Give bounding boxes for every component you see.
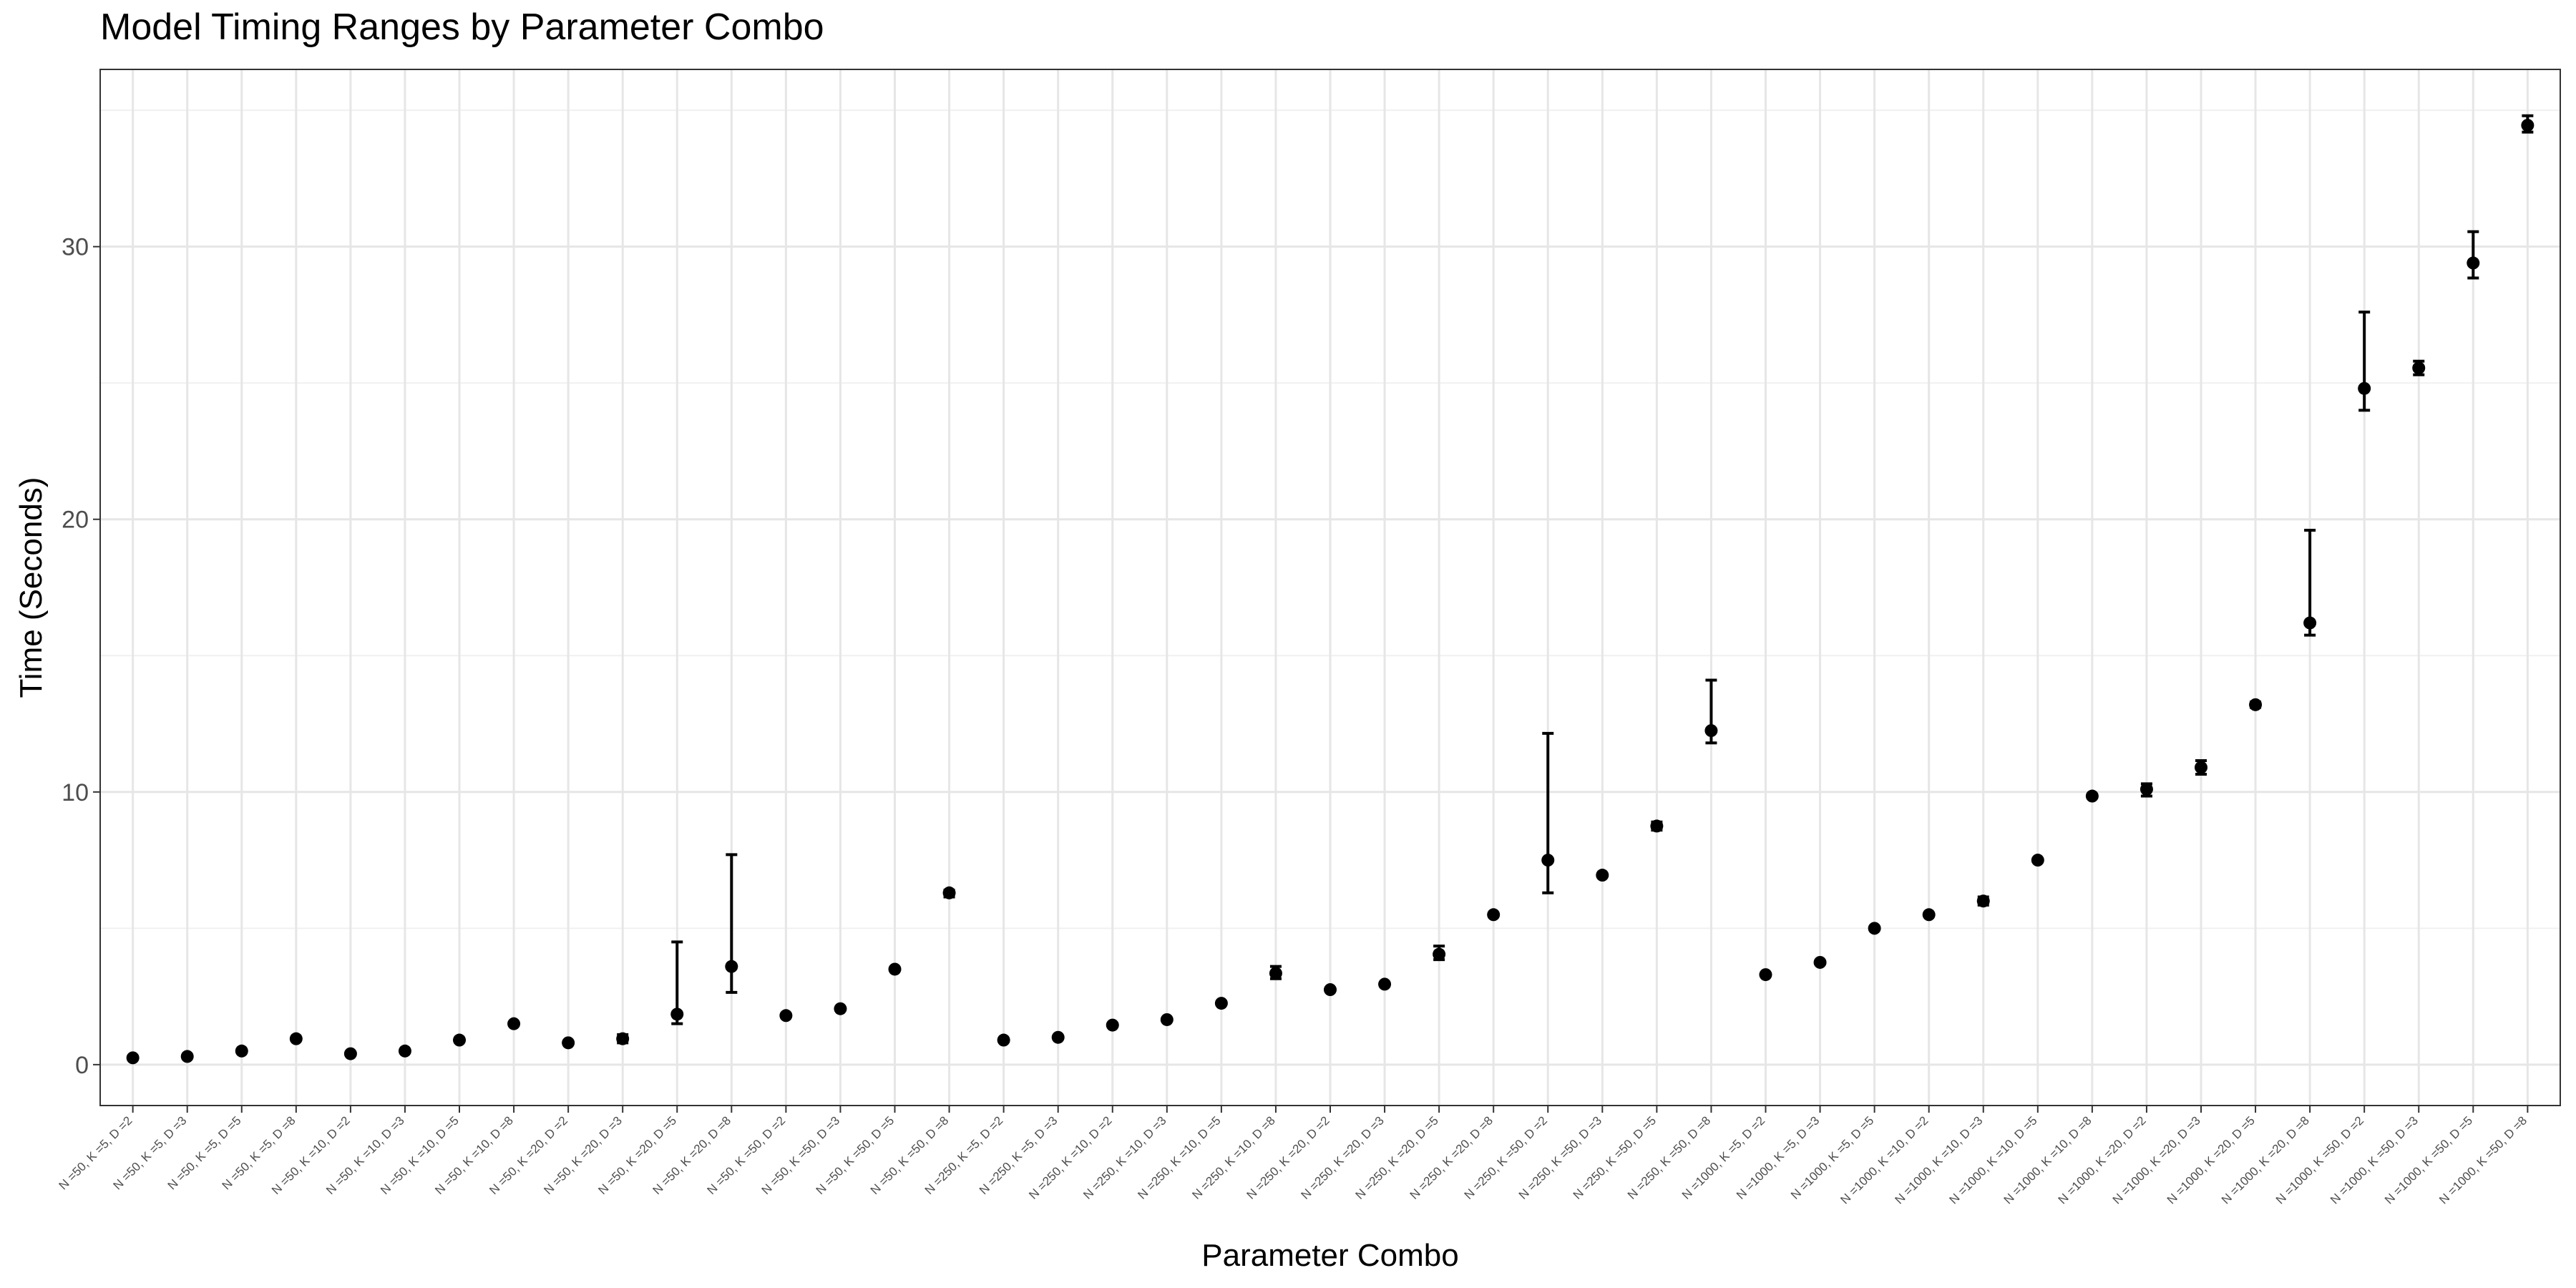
y-axis-title: Time (Seconds) [14,477,49,698]
data-point [2303,616,2317,630]
data-point [1378,977,1392,991]
data-point [398,1044,411,1058]
x-tick-label: N =1000, K =20, D =2 [2056,1113,2149,1206]
data-point [1922,908,1936,922]
data-point [1051,1030,1065,1044]
data-point [1813,955,1827,969]
data-point [888,962,902,976]
y-tick-label: 10 [62,779,89,806]
y-tick-label: 0 [75,1052,89,1079]
data-point [725,960,738,973]
data-point [1433,947,1446,961]
data-point [2249,698,2263,711]
data-point [779,1009,793,1023]
x-tick-label: N =1000, K =20, D =5 [2165,1113,2258,1206]
x-tick-label: N =1000, K =50, D =2 [2273,1113,2366,1206]
data-point [1324,983,1337,997]
data-point [126,1051,140,1065]
y-tick-label: 20 [62,507,89,534]
data-point [2085,789,2099,803]
data-point [942,886,956,899]
data-point [1269,967,1282,980]
data-point [562,1036,575,1050]
x-tick-label: N =1000, K =50, D =3 [2328,1113,2421,1206]
x-axis-title: Parameter Combo [1201,1238,1458,1273]
data-point [2194,761,2207,774]
data-point [1650,819,1664,833]
x-tick-label: N =1000, K =10, D =8 [2001,1113,2094,1206]
data-point [2140,782,2153,796]
data-point [2031,854,2044,867]
data-point [1868,922,1881,935]
x-tick-label: N =1000, K =10, D =3 [1893,1113,1986,1206]
x-tick-label: N =1000, K =20, D =8 [2219,1113,2312,1206]
data-point [1976,894,1990,908]
data-point [1704,724,1718,738]
data-point [2412,361,2426,375]
chart-title: Model Timing Ranges by Parameter Combo [100,6,824,48]
data-point [2467,256,2480,270]
y-tick-label: 30 [62,234,89,261]
data-point [343,1047,357,1060]
data-point [997,1033,1010,1047]
data-point [1487,908,1501,922]
data-point [616,1032,630,1045]
data-point [670,1008,684,1021]
point-layer [126,119,2534,1065]
data-point [180,1050,194,1063]
x-tick-label: N =1000, K =20, D =3 [2110,1113,2203,1206]
grid-layer [100,69,2560,1106]
data-point [1106,1018,1119,1032]
data-point [2521,119,2534,132]
data-point [834,1002,847,1015]
x-tick-label: N =1000, K =10, D =2 [1838,1113,1931,1206]
data-point [1596,869,1609,882]
data-point [1541,854,1555,867]
data-point [1214,997,1228,1010]
data-point [1759,968,1772,982]
data-point [289,1032,303,1045]
data-point [453,1033,467,1047]
data-point [507,1017,521,1030]
x-tick-label: N =1000, K =10, D =5 [1947,1113,2040,1206]
data-point [1160,1013,1174,1026]
x-tick-label: N =1000, K =50, D =5 [2382,1113,2475,1206]
x-tick-label: N =1000, K =50, D =8 [2436,1113,2529,1206]
data-point [2358,381,2371,395]
data-point [235,1044,248,1058]
